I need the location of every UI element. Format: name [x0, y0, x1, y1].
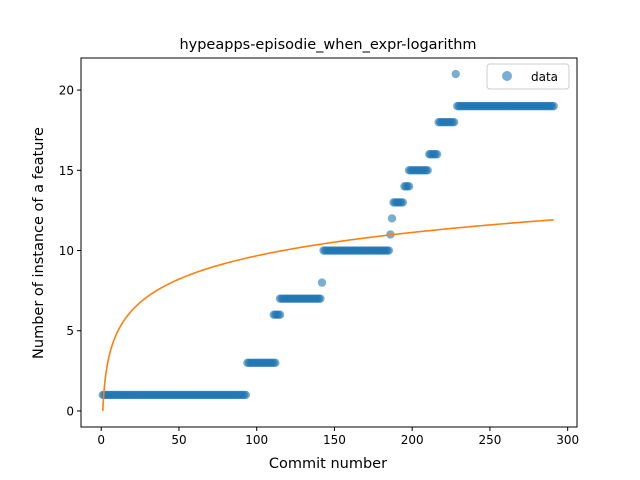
y-axis-label: Number of instance of a feature — [31, 127, 47, 359]
plot-marks — [98, 69, 558, 412]
x-tick-label: 300 — [556, 433, 579, 447]
data-point — [423, 166, 432, 175]
y-tick-label: 5 — [66, 324, 74, 338]
data-point — [317, 278, 327, 287]
data-point — [384, 246, 394, 255]
legend-label-data: data — [531, 70, 558, 84]
data-point — [398, 198, 408, 207]
data-point — [432, 150, 442, 159]
x-tick-label: 0 — [97, 433, 105, 447]
data-point — [275, 310, 285, 319]
y-tick-label: 0 — [66, 404, 74, 418]
plot-frame — [80, 57, 578, 428]
x-tick-label: 200 — [401, 433, 424, 447]
data-point — [387, 214, 397, 223]
data-point — [316, 294, 325, 303]
data-point — [449, 117, 459, 127]
data-point — [404, 182, 414, 191]
x-tick-label: 250 — [478, 433, 501, 447]
x-tick-label: 100 — [245, 433, 268, 447]
y-tick-label: 10 — [59, 244, 74, 258]
data-point — [451, 69, 460, 79]
legend: data — [486, 63, 570, 90]
y-tick-label: 20 — [59, 84, 74, 98]
fit-line — [101, 219, 554, 412]
y-tick-label: 15 — [59, 164, 74, 178]
x-tick-label: 150 — [323, 433, 346, 447]
data-point — [241, 390, 251, 400]
axes: 0 50 100 150 200 250 300 0 5 10 15 20 — [59, 57, 579, 447]
legend-box — [486, 63, 570, 90]
legend-marker-data — [502, 71, 512, 81]
data-point — [549, 101, 558, 111]
data-point — [271, 358, 280, 368]
x-tick-label: 50 — [171, 433, 186, 447]
x-axis-label: Commit number — [269, 456, 387, 472]
chart-title: hypeapps-episodie_when_expr-logarithm — [179, 37, 476, 53]
